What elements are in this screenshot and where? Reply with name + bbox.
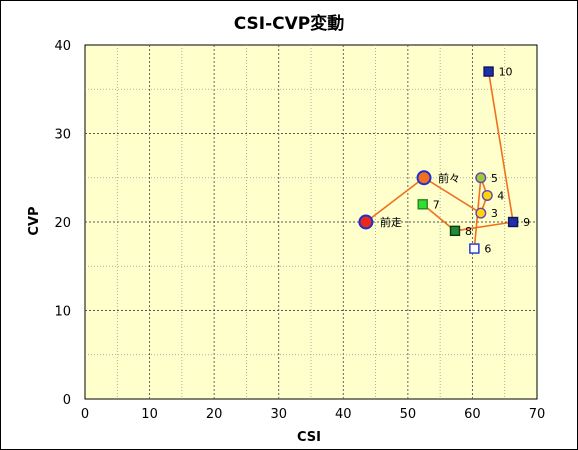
data-point-marker	[507, 216, 519, 228]
x-tick-label: 40	[335, 407, 352, 422]
series-lines	[365, 71, 515, 249]
data-point-label: 4	[497, 189, 504, 202]
data-points	[358, 66, 519, 254]
data-point-label: 8	[465, 225, 472, 238]
data-point-marker	[358, 214, 374, 230]
data-point-label: 3	[491, 207, 498, 220]
y-tick-labels: 0 10 20 30 40	[54, 39, 71, 408]
data-point-label: 10	[499, 66, 513, 79]
data-point-label: 7	[433, 198, 440, 211]
x-axis-label: CSI	[297, 430, 321, 445]
data-point-marker	[475, 172, 487, 184]
grid-lines	[85, 45, 537, 399]
data-point-label: 9	[523, 216, 530, 229]
x-tick-label: 60	[464, 407, 481, 422]
x-tick-label: 0	[81, 407, 89, 422]
x-tick-label: 50	[400, 407, 417, 422]
data-point-marker	[481, 189, 493, 201]
x-tick-labels: 0 10 20 30 40 50 60 70	[81, 407, 545, 422]
x-tick-label: 30	[270, 407, 287, 422]
y-tick-label: 30	[54, 128, 71, 143]
y-tick-label: 10	[54, 305, 71, 320]
data-point-marker	[483, 66, 494, 77]
point-labels: 前走 前々 3 4 5 6 7 8 9 10	[380, 66, 530, 256]
y-tick-label: 40	[54, 39, 71, 54]
data-point-label: 6	[484, 243, 491, 256]
data-point-marker	[449, 225, 461, 237]
y-tick-label: 20	[54, 216, 71, 231]
data-point-marker	[475, 207, 487, 219]
data-point-label: 前走	[380, 215, 402, 229]
data-point-marker	[469, 243, 480, 254]
y-tick-label: 0	[63, 393, 71, 408]
data-point-marker	[416, 170, 432, 186]
data-point-marker	[417, 199, 428, 210]
x-tick-label: 70	[529, 407, 546, 422]
chart-title: CSI-CVP変動	[234, 13, 345, 34]
x-tick-label: 20	[206, 407, 223, 422]
data-point-label: 5	[491, 172, 498, 185]
series-line-secondary	[422, 71, 515, 232]
series-line-main	[365, 176, 489, 249]
data-point-label: 前々	[438, 171, 460, 185]
x-tick-label: 10	[141, 407, 158, 422]
y-axis-label: CVP	[27, 206, 42, 235]
